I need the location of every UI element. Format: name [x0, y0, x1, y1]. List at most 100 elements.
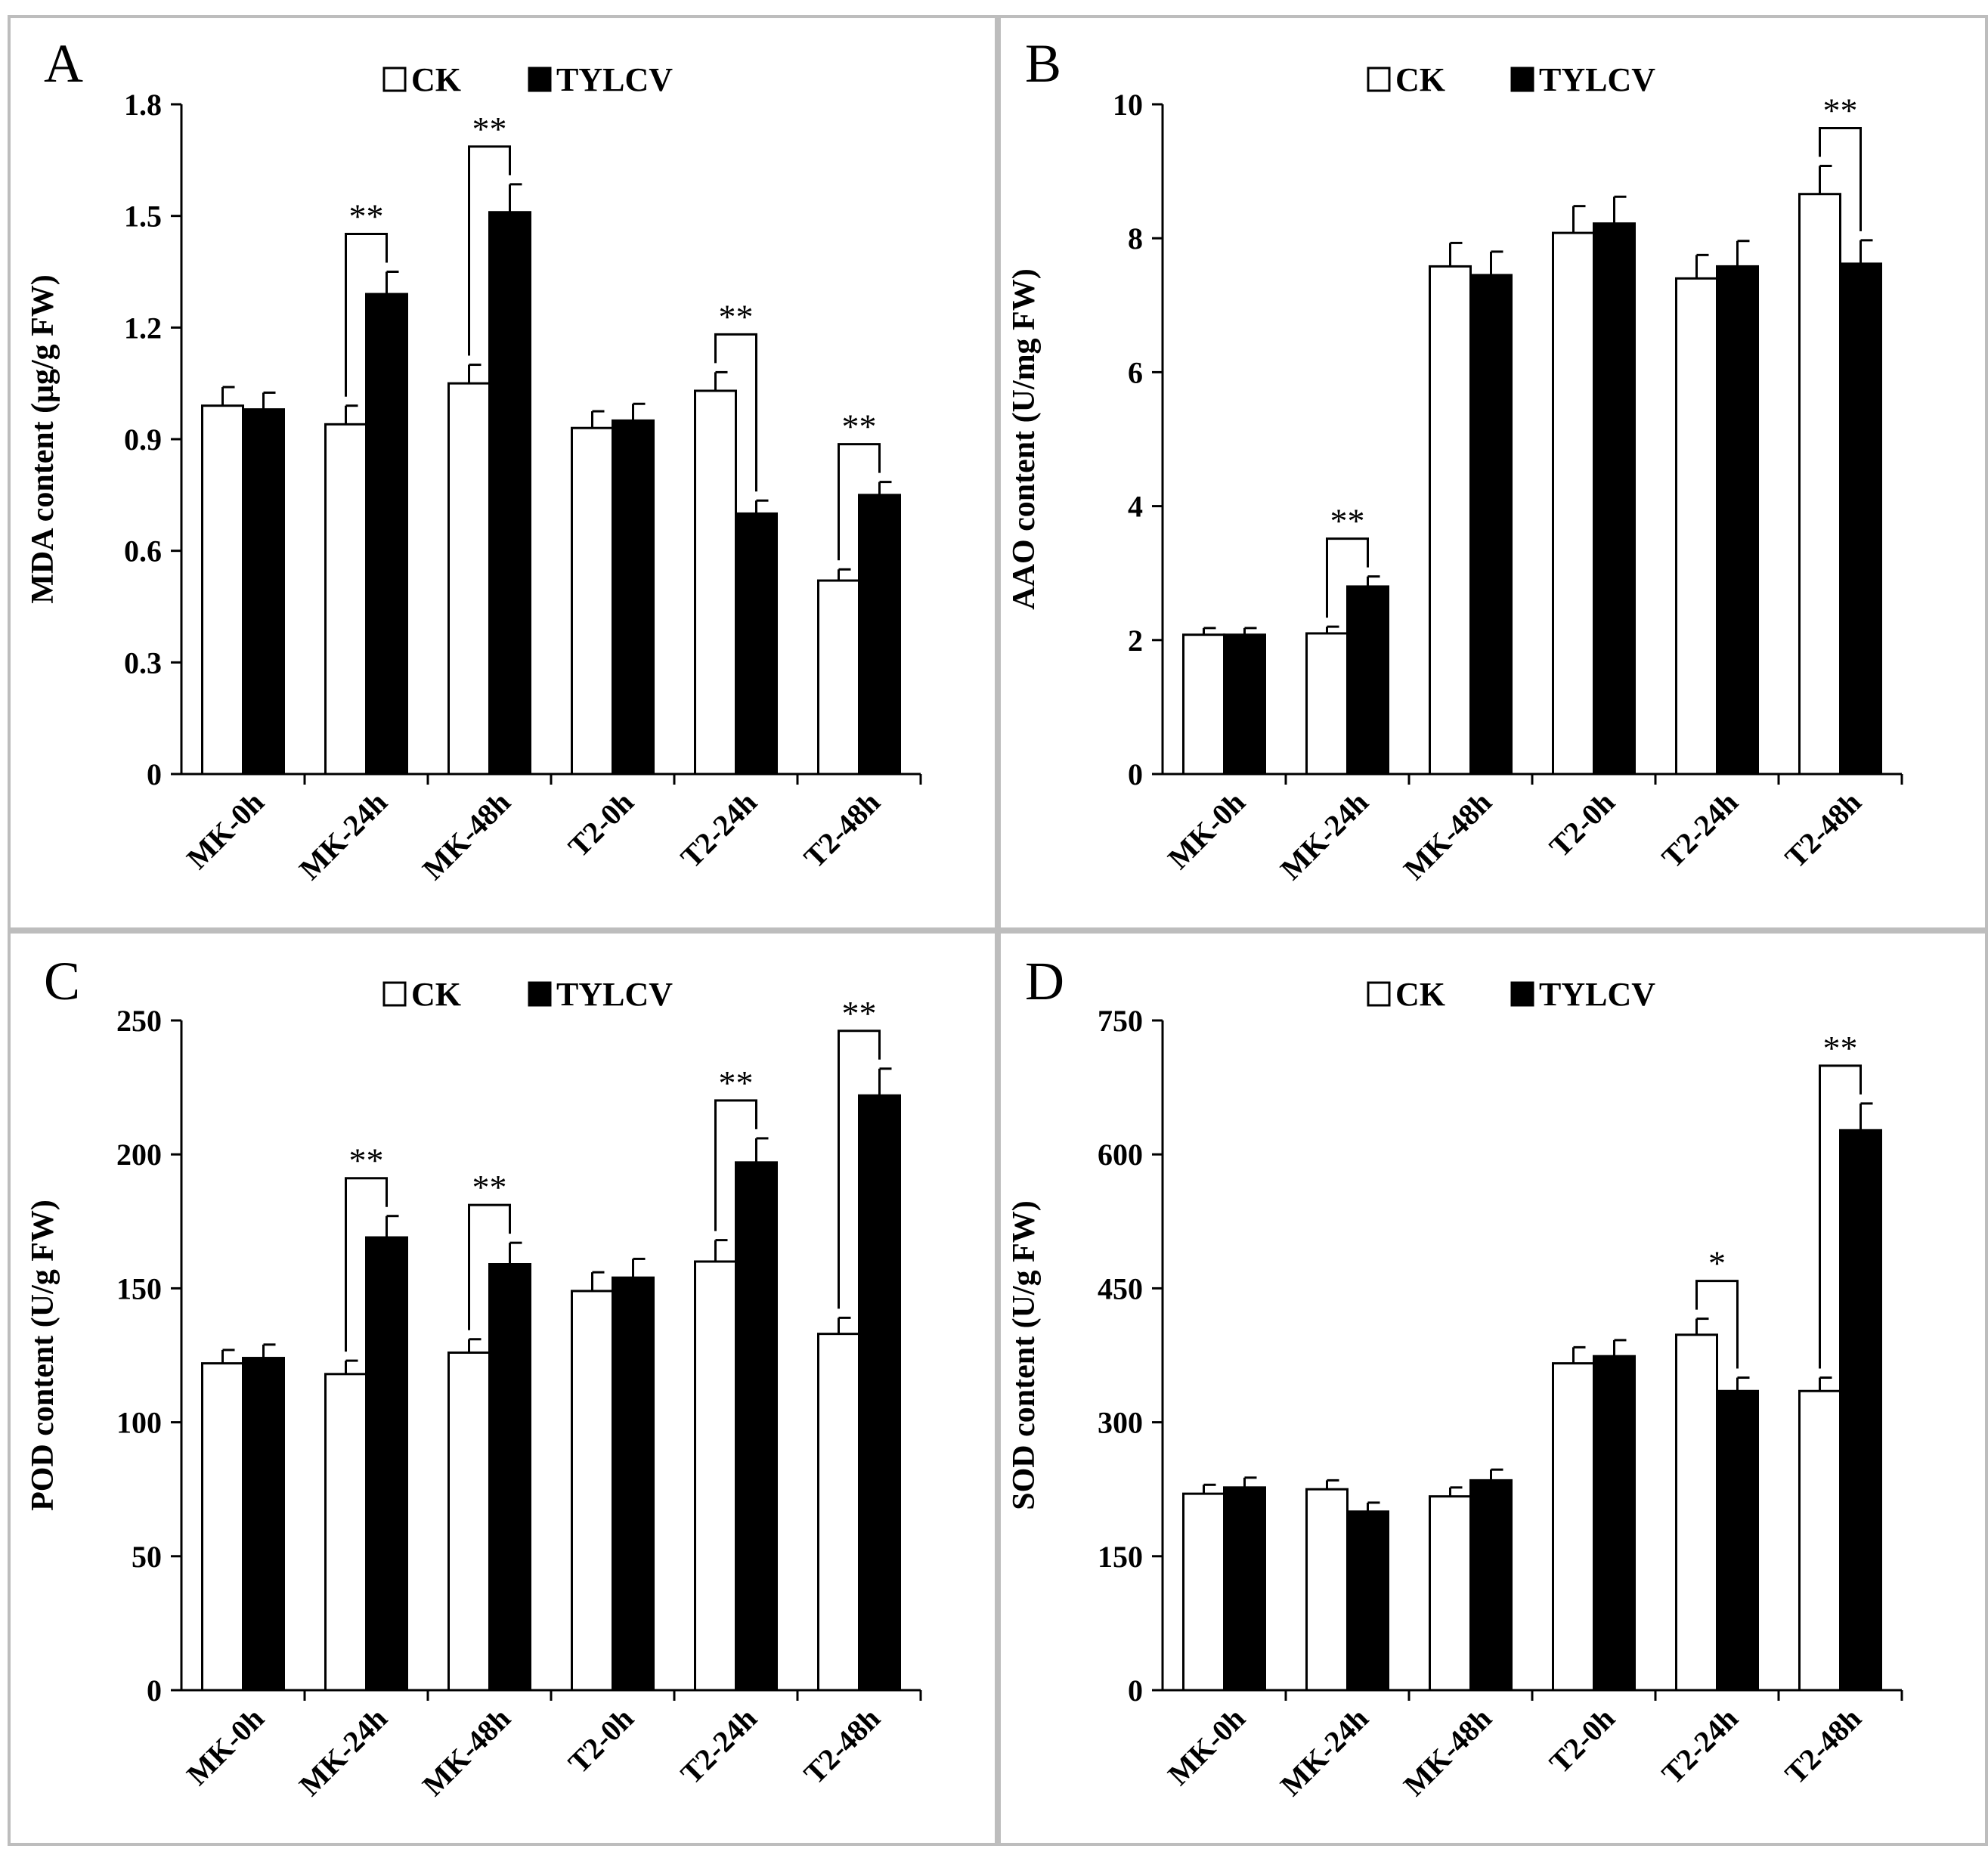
bar-tylcv-t2-24h [735, 1161, 778, 1692]
bar-ck-t2-24h [694, 389, 737, 776]
bar-tylcv-mk-24h [365, 293, 408, 776]
panel-frame [998, 15, 1988, 930]
y-tick-label: 300 [1098, 1406, 1143, 1440]
bar-ck-mk-48h [447, 1351, 491, 1692]
significance-label: ** [1823, 91, 1858, 130]
significance-label: ** [1823, 1029, 1858, 1067]
legend-swatch-ck [382, 67, 407, 92]
significance-label: ** [472, 1168, 507, 1206]
panel-frame [8, 930, 998, 1846]
y-tick-label: 250 [116, 1004, 162, 1038]
bar-tylcv-mk-24h [365, 1236, 408, 1692]
legend-label-tylcv: TYLCV [556, 976, 673, 1013]
significance-label: * [1708, 1244, 1726, 1283]
y-tick-label: 0 [1128, 757, 1143, 791]
y-tick-label: 0.6 [124, 534, 162, 568]
legend-label-ck: CK [411, 61, 461, 98]
legend: CK TYLCV [382, 976, 673, 1013]
y-tick-label: 1.8 [124, 88, 162, 122]
legend-label-tylcv: TYLCV [1539, 61, 1655, 98]
bar-ck-mk-48h [447, 382, 491, 776]
significance-bracket [345, 1177, 388, 1352]
bar-ck-mk-48h [1429, 1495, 1472, 1692]
bar-ck-t2-48h [1798, 1389, 1841, 1692]
bar-tylcv-mk-48h [1469, 1479, 1513, 1692]
y-tick-label: 750 [1098, 1004, 1143, 1038]
y-tick-label: 450 [1098, 1271, 1143, 1305]
panel-label: D [1025, 951, 1064, 1011]
bar-tylcv-t2-0h [612, 1276, 655, 1692]
panel-frame [998, 930, 1988, 1846]
bar-ck-t2-0h [1552, 1362, 1595, 1692]
y-tick-label: 0 [1128, 1674, 1143, 1708]
bar-tylcv-t2-48h [858, 494, 901, 776]
y-tick-label: 100 [116, 1406, 162, 1440]
bar-tylcv-t2-48h [1839, 262, 1882, 776]
bar-tylcv-t2-24h [1716, 1389, 1759, 1692]
significance-label: ** [719, 1064, 754, 1102]
significance-bracket [1819, 127, 1862, 231]
significance-bracket [468, 145, 511, 356]
legend: CK TYLCV [382, 61, 673, 98]
significance-bracket [714, 333, 757, 492]
significance-label: ** [1330, 502, 1365, 540]
bar-tylcv-t2-0h [1593, 1355, 1636, 1692]
significance-label: ** [349, 1141, 384, 1180]
significance-bracket [838, 443, 881, 561]
legend-label-ck: CK [1395, 61, 1445, 98]
legend-label-tylcv: TYLCV [1539, 976, 1655, 1013]
bar-ck-mk-0h [201, 1362, 244, 1692]
y-tick-label: 0.3 [124, 646, 162, 680]
significance-bracket [345, 233, 388, 397]
significance-label: ** [719, 297, 754, 336]
bar-tylcv-t2-24h [735, 512, 778, 776]
bar-tylcv-t2-0h [1593, 222, 1636, 776]
legend-swatch-ck [382, 981, 407, 1007]
y-tick-label: 8 [1128, 221, 1143, 255]
legend-swatch-ck [1367, 981, 1391, 1007]
legend-swatch-tylcv [528, 67, 552, 92]
significance-bracket [714, 1099, 757, 1231]
legend-label-tylcv: TYLCV [556, 61, 673, 98]
bar-tylcv-mk-48h [1469, 274, 1513, 776]
significance-label: ** [472, 110, 507, 148]
panel-label: B [1025, 33, 1061, 94]
y-axis-label: POD content (U/g FW) [26, 1200, 60, 1511]
bar-tylcv-mk-48h [488, 211, 531, 776]
bar-tylcv-t2-48h [1839, 1129, 1882, 1692]
bar-ck-t2-48h [817, 579, 860, 776]
bar-ck-t2-48h [817, 1333, 860, 1692]
significance-bracket [1819, 1064, 1862, 1369]
bar-ck-t2-48h [1798, 193, 1841, 776]
y-tick-label: 1.5 [124, 200, 162, 234]
y-tick-label: 0 [147, 757, 162, 791]
y-tick-label: 0.9 [124, 423, 162, 457]
y-axis-label: AAO content (U/mg FW) [1007, 268, 1042, 609]
legend: CK TYLCV [1367, 61, 1655, 98]
legend-swatch-tylcv [1510, 67, 1534, 92]
bar-ck-mk-24h [1305, 1488, 1349, 1692]
y-tick-label: 50 [132, 1540, 162, 1574]
bar-tylcv-mk-0h [242, 408, 285, 776]
bar-tylcv-mk-0h [1223, 633, 1266, 776]
bar-ck-mk-0h [1182, 1492, 1225, 1692]
bar-tylcv-t2-48h [858, 1094, 901, 1692]
y-tick-label: 2 [1128, 624, 1143, 658]
significance-bracket [468, 1203, 511, 1330]
significance-bracket [1326, 537, 1369, 618]
bar-tylcv-mk-0h [242, 1357, 285, 1692]
bar-ck-t2-0h [571, 1290, 614, 1692]
y-axis-label: MDA content (μg/g FW) [26, 274, 60, 604]
y-tick-label: 150 [116, 1271, 162, 1305]
significance-bracket [838, 1030, 881, 1309]
panel-frame [8, 15, 998, 930]
bar-ck-mk-24h [324, 423, 367, 776]
panel-label: C [44, 951, 80, 1011]
y-tick-label: 6 [1128, 355, 1143, 389]
bar-tylcv-mk-24h [1346, 1510, 1389, 1692]
bar-tylcv-mk-48h [488, 1263, 531, 1692]
bar-ck-mk-24h [1305, 632, 1349, 776]
significance-label: ** [349, 197, 384, 236]
y-tick-label: 150 [1098, 1540, 1143, 1574]
